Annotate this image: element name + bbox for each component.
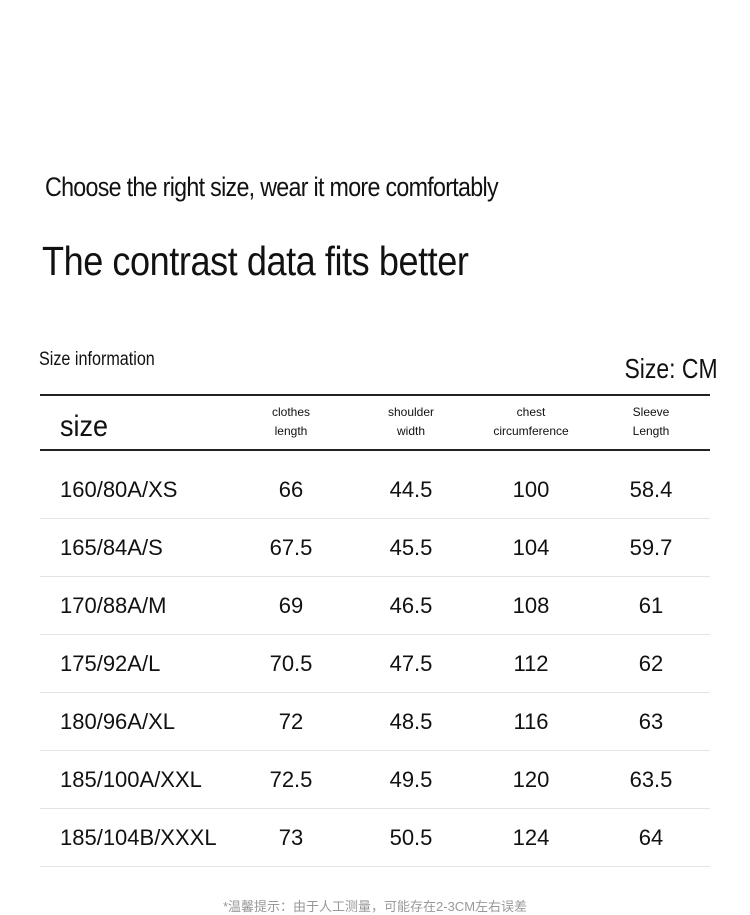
row-rule (40, 866, 710, 867)
table-cell: 46.5 (389, 593, 433, 618)
header-line: clothes (271, 405, 311, 419)
table-cell: 44.5 (389, 477, 433, 502)
table-cell: 66 (278, 477, 304, 502)
table-cell: 67.5 (269, 535, 313, 560)
header-line: size (60, 410, 109, 443)
row-rule (40, 634, 710, 635)
table-top-rule (40, 394, 710, 396)
table-cell: 47.5 (389, 651, 433, 676)
row-rule (40, 518, 710, 519)
table-cell: 165/84A/S (60, 535, 163, 560)
table-cell: 63.5 (629, 767, 673, 792)
table-cell: 104 (512, 535, 550, 560)
header-line: circumference (493, 424, 569, 438)
table-label: Size information (39, 349, 155, 370)
table-cell: 45.5 (389, 535, 433, 560)
table-cell: 116 (513, 709, 549, 734)
table-cell: 120 (512, 767, 550, 792)
row-rule (40, 576, 710, 577)
table-cell: 175/92A/L (60, 651, 161, 676)
table-cell: 185/100A/XXL (60, 767, 202, 792)
header-rule (40, 449, 710, 451)
table-cell: 48.5 (389, 709, 433, 734)
title: Choose the right size, wear it more comf… (45, 172, 499, 202)
table-cell: 160/80A/XS (60, 477, 178, 502)
row-rule (40, 808, 710, 809)
header-line: length (274, 424, 308, 438)
table-cell: 61 (638, 593, 664, 618)
table-cell: 170/88A/M (60, 593, 167, 618)
table-cell: 63 (638, 709, 664, 734)
column-header: shoulder width (388, 403, 434, 441)
table-cell: 72 (278, 709, 304, 734)
table-cell: 70.5 (269, 651, 313, 676)
subtitle: The contrast data fits better (42, 238, 469, 284)
column-header: chest circumference (493, 403, 568, 441)
table-cell: 124 (512, 825, 550, 850)
row-rule (40, 750, 710, 751)
table-cell: 64 (638, 825, 664, 850)
table-cell: 180/96A/XL (60, 709, 175, 734)
unit-label: Size: CM (624, 353, 718, 384)
table-cell: 72.5 (269, 767, 313, 792)
column-header: clothes length (272, 403, 310, 441)
table-cell: 69 (278, 593, 304, 618)
header-line: shoulder (387, 405, 435, 419)
table-cell: 108 (512, 593, 550, 618)
table-cell: 112 (513, 651, 549, 676)
row-rule (40, 692, 710, 693)
header-line: chest (516, 405, 546, 419)
table-cell: 100 (512, 477, 550, 502)
header-line: Length (632, 424, 670, 438)
table-cell: 58.4 (629, 477, 673, 502)
column-header: Sleeve Length (633, 403, 670, 441)
header-line: Sleeve (632, 405, 670, 419)
table-cell: 50.5 (389, 825, 433, 850)
table-cell: 49.5 (389, 767, 433, 792)
table-cell: 59.7 (629, 535, 673, 560)
footnote: *温馨提示：由于人工测量，可能存在2-3CM左右误差 (222, 899, 528, 914)
table-cell: 73 (278, 825, 304, 850)
table-cell: 62 (638, 651, 664, 676)
column-header: size (60, 410, 108, 444)
header-line: width (396, 424, 425, 438)
table-cell: 185/104B/XXXL (60, 825, 217, 850)
